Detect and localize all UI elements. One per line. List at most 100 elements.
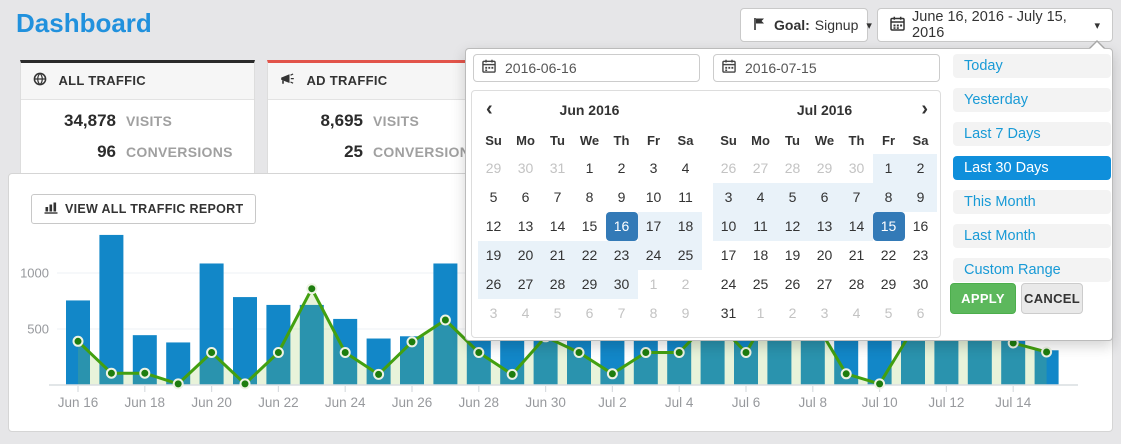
calendar-day[interactable]: 6 bbox=[521, 189, 530, 205]
chart-point[interactable] bbox=[272, 347, 284, 358]
calendar-day[interactable]: 22 bbox=[880, 247, 897, 263]
chart-point[interactable] bbox=[139, 367, 151, 379]
calendar-day[interactable]: 14 bbox=[840, 212, 873, 241]
chart-point[interactable] bbox=[740, 347, 752, 358]
calendar-day[interactable]: 11 bbox=[744, 212, 777, 241]
calendar-day[interactable]: 12 bbox=[776, 212, 809, 241]
calendar-day[interactable]: 29 bbox=[880, 276, 897, 292]
calendar-day[interactable]: 24 bbox=[637, 241, 670, 270]
calendar-day[interactable]: 11 bbox=[678, 189, 693, 205]
chart-point[interactable] bbox=[206, 347, 218, 358]
calendar-day[interactable]: 19 bbox=[784, 247, 801, 263]
calendar-day[interactable]: 1 bbox=[872, 154, 905, 183]
apply-button[interactable]: APPLY bbox=[950, 283, 1016, 314]
calendar-day[interactable]: 3 bbox=[820, 305, 829, 321]
calendar-day[interactable]: 9 bbox=[617, 189, 626, 205]
chart-point[interactable] bbox=[239, 378, 251, 390]
calendar-day[interactable]: 2 bbox=[788, 305, 797, 321]
chart-point[interactable] bbox=[1041, 346, 1053, 358]
calendar-day[interactable]: 21 bbox=[541, 241, 574, 270]
chart-point[interactable] bbox=[72, 335, 84, 347]
chart-point[interactable] bbox=[606, 368, 618, 380]
chart-point[interactable] bbox=[105, 367, 117, 379]
calendar-day[interactable]: 6 bbox=[808, 183, 841, 212]
calendar-day[interactable]: 3 bbox=[712, 183, 745, 212]
calendar-day[interactable]: 31 bbox=[549, 160, 566, 176]
calendar-day[interactable]: 6 bbox=[916, 305, 925, 321]
calendar-day[interactable]: 4 bbox=[521, 305, 530, 321]
calendar-day[interactable]: 24 bbox=[720, 276, 737, 292]
calendar-day[interactable]: 31 bbox=[720, 305, 737, 321]
calendar-day[interactable]: 9 bbox=[681, 305, 690, 321]
calendar-day[interactable]: 16 bbox=[605, 212, 638, 241]
calendar-day[interactable]: 7 bbox=[840, 183, 873, 212]
calendar-day[interactable]: 1 bbox=[585, 160, 594, 176]
calendar-day[interactable]: 12 bbox=[485, 218, 502, 234]
range-preset-last-30-days[interactable]: Last 30 Days bbox=[953, 156, 1111, 180]
calendar-day[interactable]: 23 bbox=[912, 247, 929, 263]
calendar-day[interactable]: 20 bbox=[816, 247, 833, 263]
view-all-traffic-report-button[interactable]: VIEW ALL TRAFFIC REPORT bbox=[31, 194, 257, 224]
chart-point[interactable] bbox=[406, 336, 418, 348]
chart-bar[interactable] bbox=[99, 234, 124, 385]
calendar-day[interactable]: 20 bbox=[509, 241, 542, 270]
calendar-day[interactable]: 14 bbox=[549, 218, 566, 234]
calendar-day[interactable]: 17 bbox=[720, 247, 737, 263]
cancel-button[interactable]: CANCEL bbox=[1021, 283, 1083, 314]
chart-bar[interactable] bbox=[266, 304, 291, 385]
calendar-day[interactable]: 10 bbox=[645, 189, 662, 205]
calendar-day[interactable]: 28 bbox=[784, 160, 801, 176]
calendar-day[interactable]: 1 bbox=[756, 305, 765, 321]
calendar-day[interactable]: 10 bbox=[712, 212, 745, 241]
calendar-day[interactable]: 17 bbox=[637, 212, 670, 241]
calendar-day[interactable]: 2 bbox=[617, 160, 626, 176]
calendar-day[interactable]: 3 bbox=[649, 160, 658, 176]
start-date-field[interactable] bbox=[473, 54, 700, 82]
chart-bar[interactable] bbox=[199, 263, 224, 385]
chart-point[interactable] bbox=[840, 368, 852, 380]
calendar-day[interactable]: 13 bbox=[517, 218, 534, 234]
calendar-day[interactable]: 22 bbox=[573, 241, 606, 270]
range-preset-this-month[interactable]: This Month bbox=[953, 190, 1111, 214]
calendar-day[interactable]: 30 bbox=[605, 270, 638, 299]
start-date-input[interactable] bbox=[503, 59, 691, 77]
calendar-day[interactable]: 3 bbox=[489, 305, 498, 321]
calendar-day[interactable]: 23 bbox=[605, 241, 638, 270]
chart-point[interactable] bbox=[874, 378, 886, 390]
chart-point[interactable] bbox=[172, 378, 184, 390]
calendar-day[interactable]: 13 bbox=[808, 212, 841, 241]
calendar-prev-icon[interactable]: ‹ bbox=[486, 98, 493, 120]
calendar-day[interactable]: 9 bbox=[904, 183, 937, 212]
chart-point[interactable] bbox=[339, 347, 351, 358]
chart-point[interactable] bbox=[439, 314, 451, 326]
calendar-day[interactable]: 8 bbox=[649, 305, 658, 321]
calendar-day[interactable]: 29 bbox=[816, 160, 833, 176]
calendar-day[interactable]: 8 bbox=[872, 183, 905, 212]
calendar-day[interactable]: 26 bbox=[720, 160, 737, 176]
calendar-day[interactable]: 7 bbox=[617, 305, 626, 321]
calendar-day[interactable]: 18 bbox=[752, 247, 769, 263]
calendar-day[interactable]: 29 bbox=[485, 160, 502, 176]
chart-point[interactable] bbox=[640, 347, 652, 358]
calendar-day[interactable]: 5 bbox=[489, 189, 498, 205]
range-preset-yesterday[interactable]: Yesterday bbox=[953, 88, 1111, 112]
calendar-day[interactable]: 29 bbox=[573, 270, 606, 299]
chart-point[interactable] bbox=[306, 283, 318, 295]
calendar-day[interactable]: 16 bbox=[912, 218, 929, 234]
calendar-day[interactable]: 25 bbox=[669, 241, 702, 270]
chart-point[interactable] bbox=[506, 368, 518, 380]
range-preset-today[interactable]: Today bbox=[953, 54, 1111, 78]
calendar-day[interactable]: 5 bbox=[776, 183, 809, 212]
calendar-day[interactable]: 4 bbox=[744, 183, 777, 212]
calendar-day[interactable]: 5 bbox=[884, 305, 893, 321]
calendar-day[interactable]: 27 bbox=[816, 276, 833, 292]
calendar-day[interactable]: 30 bbox=[848, 160, 865, 176]
calendar-day[interactable]: 30 bbox=[912, 276, 929, 292]
calendar-day[interactable]: 2 bbox=[681, 276, 690, 292]
chart-bar[interactable] bbox=[299, 304, 324, 385]
calendar-day[interactable]: 5 bbox=[553, 305, 562, 321]
chart-bar[interactable] bbox=[233, 297, 257, 385]
calendar-day[interactable]: 4 bbox=[681, 160, 690, 176]
calendar-day[interactable]: 28 bbox=[848, 276, 865, 292]
chart-point[interactable] bbox=[373, 368, 385, 380]
